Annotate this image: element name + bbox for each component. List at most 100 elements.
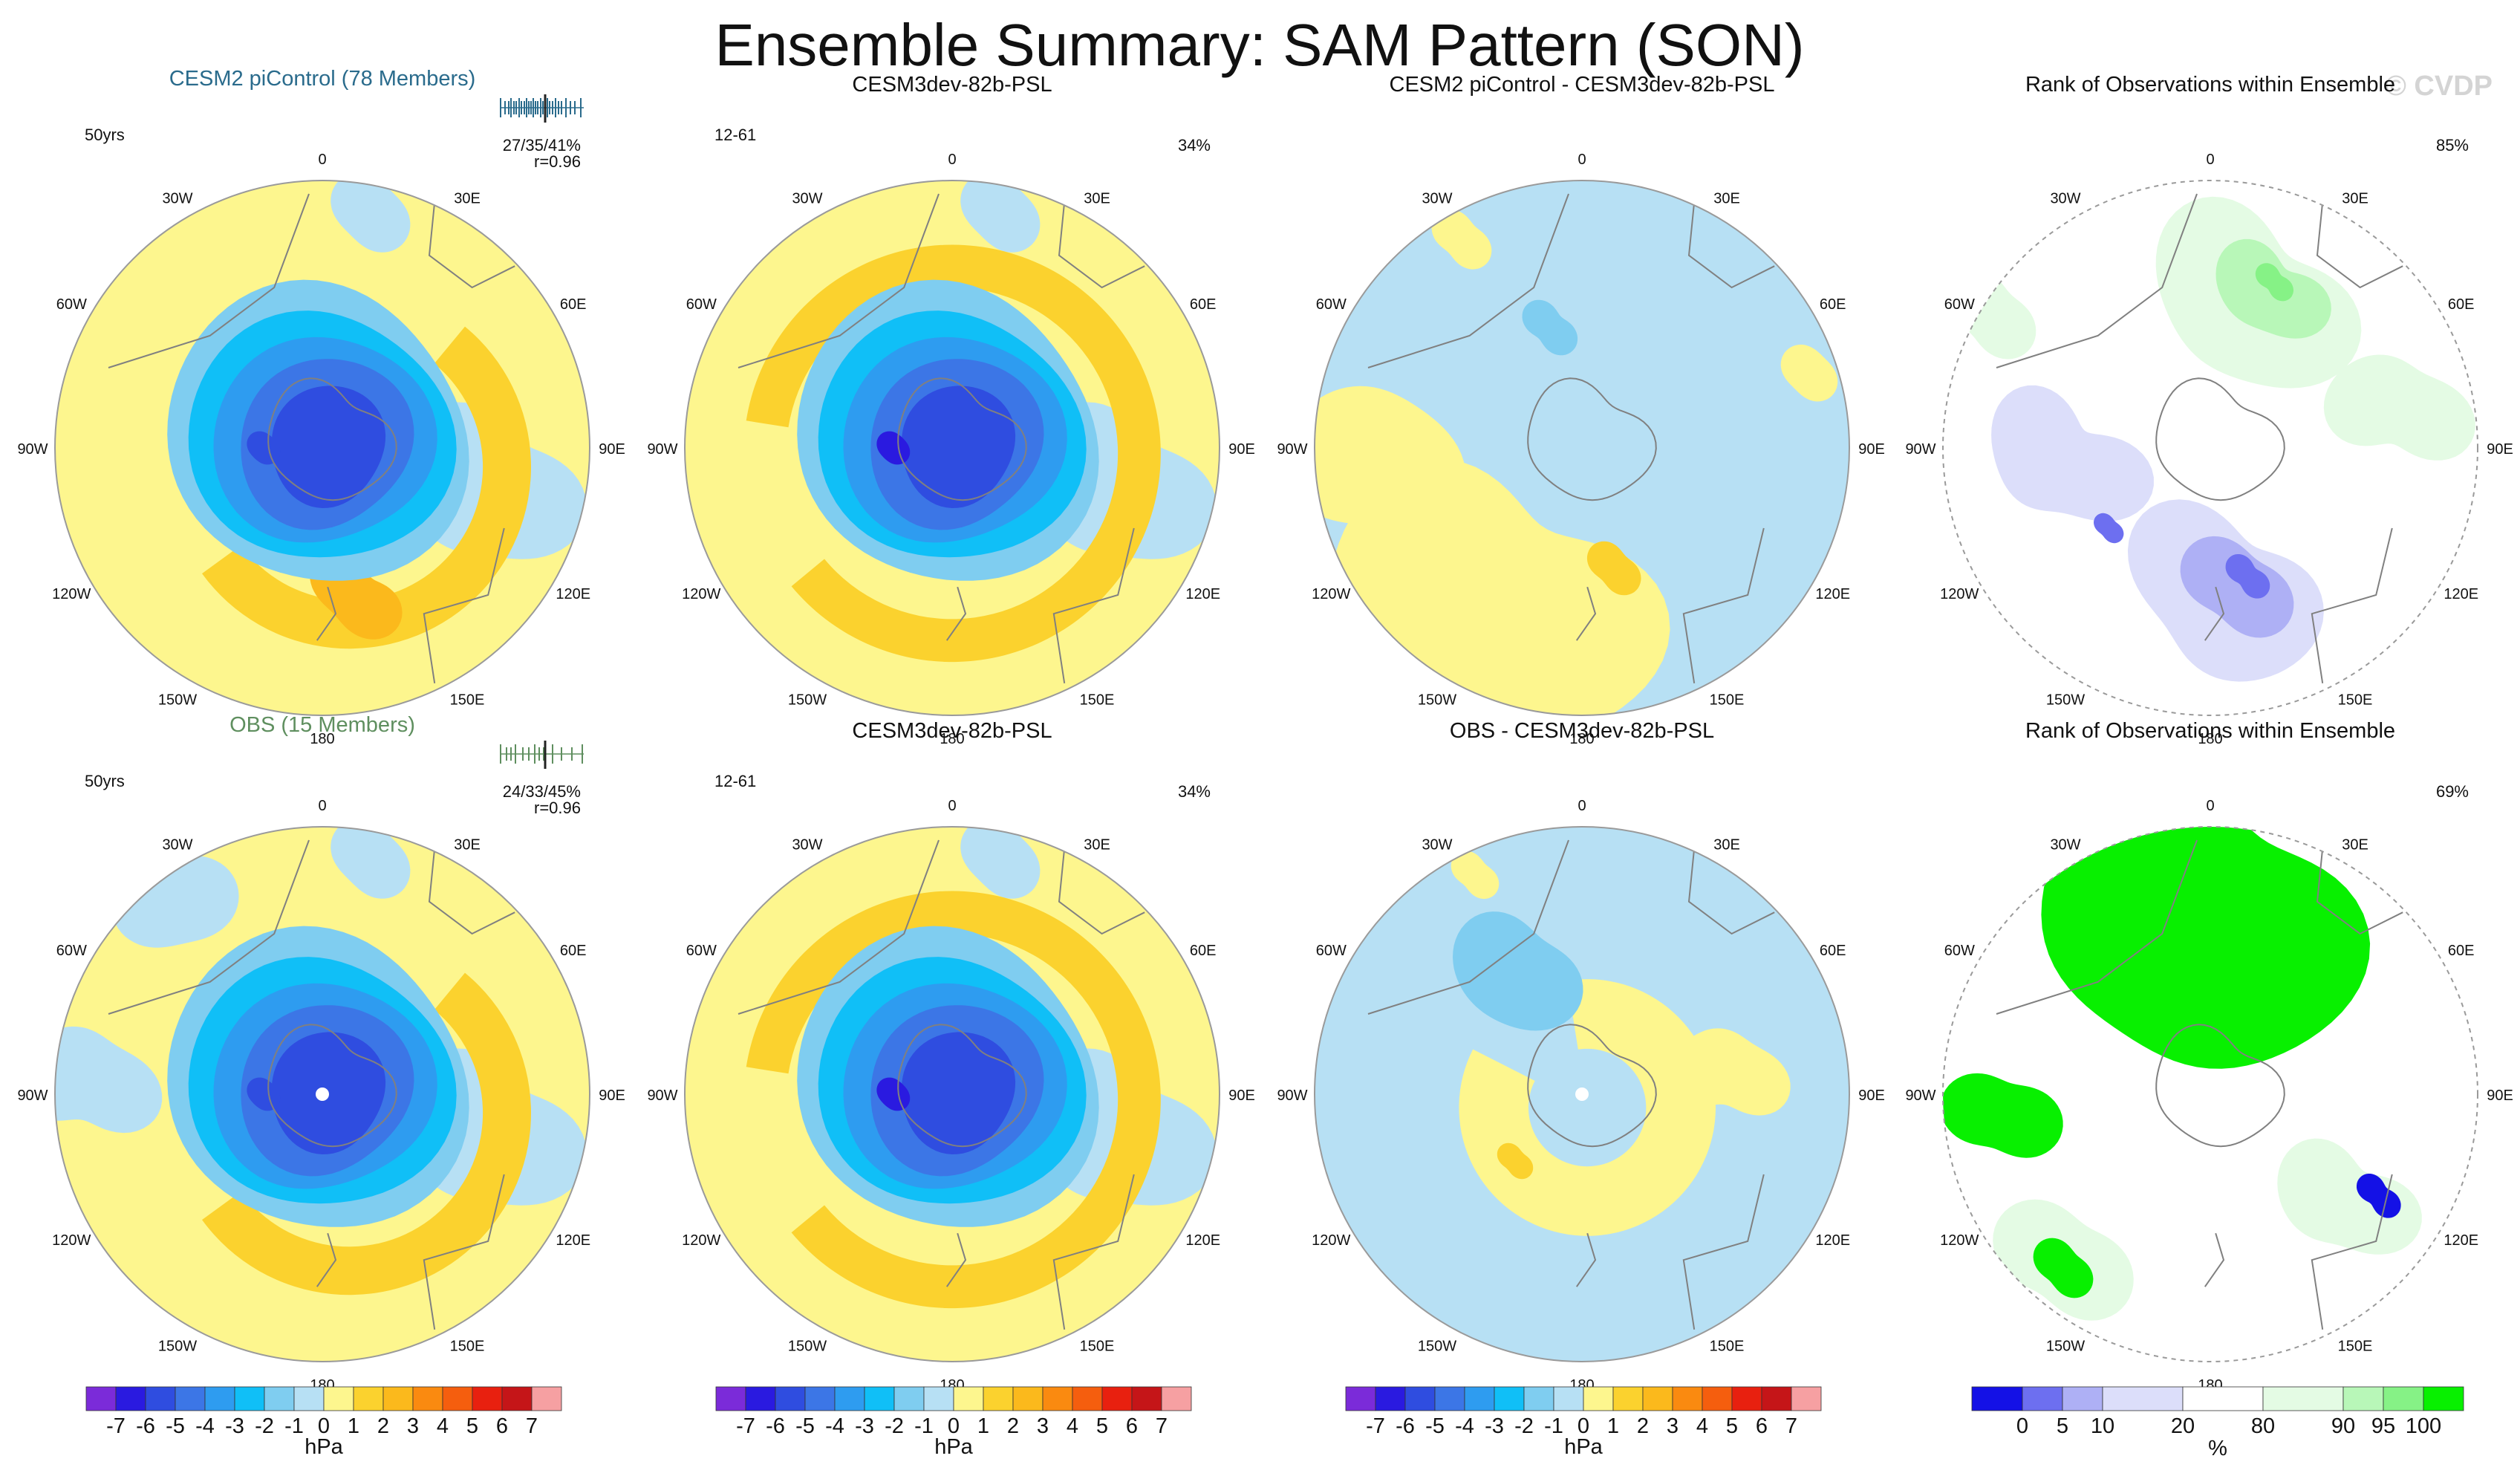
panel-left-label: 50yrs — [85, 772, 125, 790]
longitude-label: 120W — [52, 1232, 91, 1249]
coastline-australia — [1682, 527, 1765, 683]
colorbar-hpa: -7 -6 -5 -4 -3 -2 -1 0 1 2 3 4 5 6 7 hPa — [715, 1386, 1192, 1459]
colorbar-tick-label: -4 — [825, 1414, 844, 1438]
coastline-antarctica — [2155, 1024, 2285, 1148]
rank-area — [2180, 536, 2294, 638]
colorbar-tick-label: 0 — [2016, 1414, 2028, 1438]
colorbar-swatch — [1612, 1386, 1644, 1411]
colorbar-tick-label: -4 — [1455, 1414, 1474, 1438]
coastline-africa — [2316, 201, 2403, 289]
panel-field — [1315, 181, 1849, 715]
colorbar-tick-label: -5 — [1425, 1414, 1445, 1438]
longitude-label: 30W — [162, 836, 192, 853]
colorbar-swatch — [412, 1386, 443, 1411]
colorbar-tick-label: 6 — [1756, 1414, 1768, 1438]
longitude-label: 0 — [1578, 152, 1586, 168]
longitude-label: 30E — [1084, 190, 1110, 207]
panel-title: CESM3dev-82b-PSL — [852, 73, 1052, 97]
longitude-label: 60W — [686, 943, 717, 959]
longitude-label: 90W — [1905, 441, 1935, 458]
colorbar-tick-label: -7 — [1366, 1414, 1385, 1438]
longitude-label: 60E — [1820, 296, 1846, 313]
field-positive-contour — [1315, 386, 1466, 532]
coastline-africa — [1058, 201, 1145, 289]
panel-p12: 0 30E 60E 90E 120E 150E 180 150W 120W 90W 60W 30W CE… — [647, 73, 1254, 747]
longitude-label: 30W — [2050, 190, 2080, 207]
coastline-south-america — [738, 839, 940, 1015]
field-negative-contour — [901, 386, 1016, 508]
colorbar-swatch — [1494, 1386, 1525, 1411]
longitude-label: 30E — [2342, 836, 2368, 853]
colorbar-tick-label: 3 — [1667, 1414, 1679, 1438]
longitude-label: 150W — [158, 1339, 197, 1355]
longitude-label: 0 — [2206, 152, 2214, 168]
longitude-label: 120E — [1185, 1232, 1220, 1249]
panel-field — [1943, 827, 2478, 1362]
coastline-antarctica — [1527, 377, 1657, 501]
coastline-antarctica — [267, 1024, 397, 1148]
longitude-label: 60W — [1316, 296, 1347, 313]
panel-field — [1943, 181, 2478, 715]
longitude-label: 0 — [318, 798, 326, 814]
colorbar-swatch — [204, 1386, 235, 1411]
colorbar-tick-label: 5 — [2057, 1414, 2068, 1438]
field-positive-contour — [202, 326, 532, 649]
colorbar-swatch — [1042, 1386, 1073, 1411]
colorbar-swatch — [353, 1386, 384, 1411]
colorbar-tick-label: 7 — [1785, 1414, 1797, 1438]
colorbar-swatch — [2423, 1386, 2464, 1411]
field-negative-min — [1522, 299, 1578, 356]
coastline-new-zealand — [945, 586, 967, 641]
longitude-label: 90E — [599, 1088, 625, 1104]
longitude-label: 0 — [318, 152, 326, 168]
colorbar-swatch — [1345, 1386, 1376, 1411]
longitude-label: 90W — [1277, 441, 1307, 458]
colorbar-tick-label: 0 — [1578, 1414, 1589, 1438]
field-negative-min — [247, 1077, 281, 1111]
colorbar-tick-label: 3 — [407, 1414, 419, 1438]
longitude-label: 180 — [2198, 731, 2222, 747]
longitude-label: 90W — [17, 441, 48, 458]
panel-p13: 0 30E 60E 90E 120E 150E 180 150W 120W 90W 60W 30W CE… — [1277, 73, 1884, 747]
colorbar-tick-label: -6 — [136, 1414, 155, 1438]
longitude-label: 90W — [1905, 1088, 1935, 1104]
longitude-label: 90E — [2487, 1088, 2513, 1104]
panel-left-label: 12-61 — [714, 126, 756, 144]
longitude-label: 150E — [1710, 692, 1745, 709]
longitude-label: 150E — [450, 692, 485, 709]
panel-pattern-stat: 24/33/45% — [503, 782, 581, 801]
colorbar-swatch — [2022, 1386, 2063, 1411]
colorbar-tick-label: 0 — [948, 1414, 960, 1438]
longitude-label: 30W — [1422, 190, 1452, 207]
panel-field — [55, 827, 590, 1362]
colorbar-tick-label: -7 — [736, 1414, 755, 1438]
field-missing-pole — [316, 1088, 329, 1101]
longitude-label: 30W — [792, 836, 822, 853]
longitude-label: 30W — [1422, 836, 1452, 853]
map-boundary — [54, 826, 590, 1362]
colorbar-swatch — [1523, 1386, 1554, 1411]
colorbar-swatch — [115, 1386, 146, 1411]
colorbar-tick-label: 7 — [1156, 1414, 1168, 1438]
colorbar-swatch — [1464, 1386, 1495, 1411]
colorbar-tick-label: -6 — [1396, 1414, 1415, 1438]
colorbar-swatch — [1672, 1386, 1703, 1411]
colorbar-tick-label: 80 — [2251, 1414, 2275, 1438]
colorbar-swatch — [1404, 1386, 1436, 1411]
panel-p14: 0 30E 60E 90E 120E 150E 180 150W 120W 90W 60W 30W Ra… — [1905, 73, 2513, 747]
colorbar-swatch — [745, 1386, 776, 1411]
map-boundary — [684, 826, 1220, 1362]
field-missing-pole — [1575, 1088, 1589, 1101]
rank-area — [1991, 385, 2154, 521]
field-positive-max — [1497, 1142, 1534, 1180]
field-positive-contour — [202, 972, 532, 1295]
panel-title: OBS - CESM3dev-82b-PSL — [1450, 719, 1714, 743]
longitude-label: 30E — [1713, 836, 1740, 853]
colorbar-tick-label: 95 — [2371, 1414, 2395, 1438]
longitude-label: 60E — [1820, 943, 1846, 959]
field-positive-max — [1586, 541, 1641, 596]
longitude-label: 90E — [1228, 441, 1255, 458]
panel-title: CESM3dev-82b-PSL — [852, 719, 1052, 743]
